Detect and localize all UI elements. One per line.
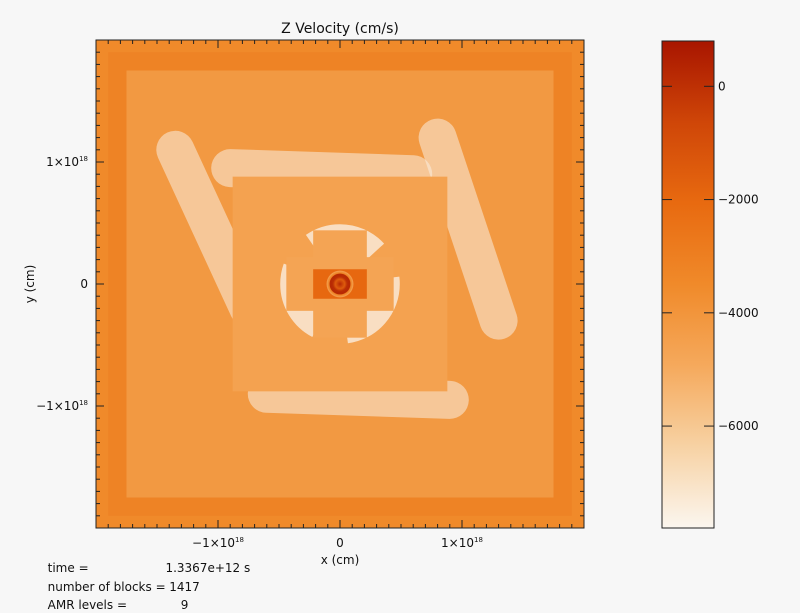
colorbar-tick-label-1: −2000 bbox=[718, 193, 759, 207]
amr-readout: AMR levels = 9 bbox=[40, 583, 189, 613]
x-tick-exponent: 18 bbox=[474, 536, 483, 544]
field-core-ring bbox=[329, 273, 351, 295]
field-band-3 bbox=[211, 149, 433, 194]
y-tick-exponent: 18 bbox=[79, 399, 88, 407]
heatmap-field bbox=[96, 40, 584, 528]
y-tick-label-0: 1×1018 bbox=[46, 155, 88, 169]
amr-label: AMR levels = bbox=[47, 598, 131, 612]
colorbar-tick-label-0: 0 bbox=[718, 79, 726, 93]
y-tick-label-1: 0 bbox=[80, 277, 88, 291]
x-tick-label-0: −1×1018 bbox=[192, 536, 244, 550]
blocks-readout: number of blocks = 1417 bbox=[40, 565, 200, 595]
blocks-label: number of blocks = bbox=[47, 580, 170, 594]
time-readout: time = 1.3367e+12 s bbox=[40, 546, 251, 576]
colorbar bbox=[661, 40, 715, 529]
y-axis-ticks: 1×1018 0 −1×1018 bbox=[36, 155, 88, 413]
plot-svg: Z Velocity (cm/s) −1×1018 0 1×1018 1×1018 0… bbox=[23, 21, 759, 567]
y-tick-exponent: 18 bbox=[79, 155, 88, 163]
x-tick-label-1: 0 bbox=[336, 536, 344, 550]
field-band-1 bbox=[418, 118, 518, 340]
colorbar-tick-label-3: −6000 bbox=[718, 419, 759, 433]
x-axis-label: x (cm) bbox=[321, 553, 360, 567]
x-tick-label-2: 1×1018 bbox=[441, 536, 483, 550]
y-axis-label: y (cm) bbox=[23, 265, 37, 304]
colorbar-tick-label-2: −4000 bbox=[718, 306, 759, 320]
x-tick-exponent: 18 bbox=[235, 536, 244, 544]
y-tick-label-2: −1×1018 bbox=[36, 399, 88, 413]
minor-ticks bbox=[96, 40, 584, 528]
x-axis-ticks: −1×1018 0 1×1018 bbox=[192, 536, 483, 550]
blocks-value: 1417 bbox=[161, 580, 200, 594]
time-value: 1.3367e+12 s bbox=[161, 561, 251, 575]
amr-value: 9 bbox=[161, 598, 189, 612]
chart-title: Z Velocity (cm/s) bbox=[281, 21, 399, 37]
colorbar-ticks: 0 −2000 −4000 −6000 bbox=[662, 79, 759, 433]
time-label: time = bbox=[47, 561, 93, 575]
field-band-2 bbox=[247, 374, 469, 419]
